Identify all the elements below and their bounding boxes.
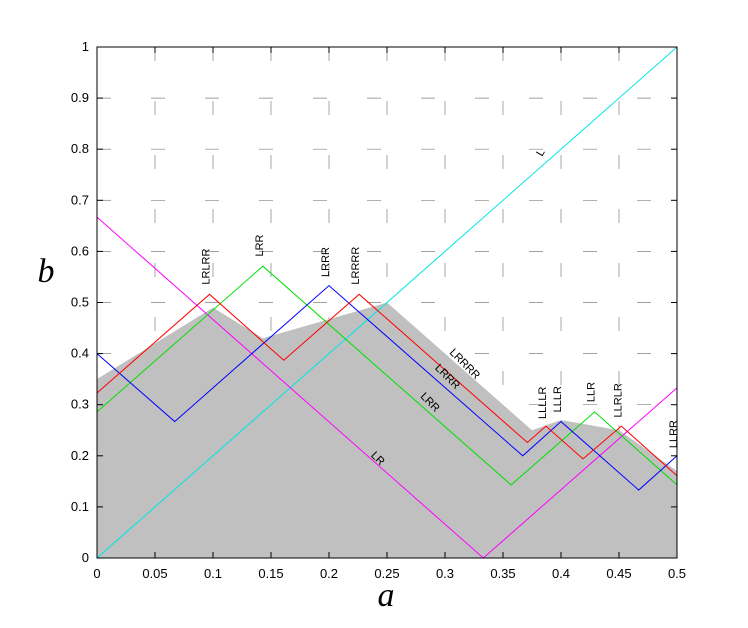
y-tick-label: 0.2 [71,448,89,463]
y-tick-label: 0.3 [71,397,89,412]
y-tick-label: 0.9 [71,90,89,105]
y-tick-label: 0.8 [71,141,89,156]
curve-label: LLRLR [612,383,624,417]
x-tick-label: 0.5 [668,566,686,581]
shaded-region [97,302,677,558]
x-tick-label: 0.1 [204,566,222,581]
x-tick-label: 0.4 [552,566,570,581]
y-tick-label: 0.7 [71,192,89,207]
x-tick-label: 0.3 [436,566,454,581]
curve-label: LRRR [320,247,332,277]
curve-label: LLRR [668,420,680,448]
curve-label: L [534,147,547,158]
y-tick-label: 0.5 [71,295,89,310]
curve-label: LLLR [552,386,564,412]
shaded-area [97,302,677,558]
series-line-5 [96,293,678,477]
curve-label: LLR [586,382,598,402]
y-tick-label: 0.1 [71,499,89,514]
curve-label: LRLRR [201,248,213,284]
series-lines [96,46,678,559]
x-tick-label: 0.2 [320,566,338,581]
y-tick-label: 0.4 [71,346,89,361]
x-tick-label: 0.45 [606,566,631,581]
x-tick-label: 0.05 [142,566,167,581]
curve-label: LRRRR [350,247,362,285]
series-line-4 [96,284,678,491]
tick-labels: 0 0.05 0.1 0.15 0.2 0.25 0.3 0.35 0.4 0.45 0.5 0 0.1… [71,39,686,581]
x-axis-title: a [378,577,395,614]
y-tick-label: 0 [82,550,89,565]
y-tick-label: 1 [82,39,89,54]
series-line-1 [96,46,678,559]
y-axis-title: b [38,253,55,290]
x-tick-label: 0.35 [490,566,515,581]
curve-label: LRR [254,234,266,256]
x-tick-label: 0.25 [374,566,399,581]
y-tick-label: 0.6 [71,243,89,258]
x-tick-label: 0.15 [258,566,283,581]
series-line-3 [96,265,678,486]
curve-label: LLLLR [537,387,549,419]
axes-frame [96,46,678,559]
x-tick-label: 0 [93,566,100,581]
